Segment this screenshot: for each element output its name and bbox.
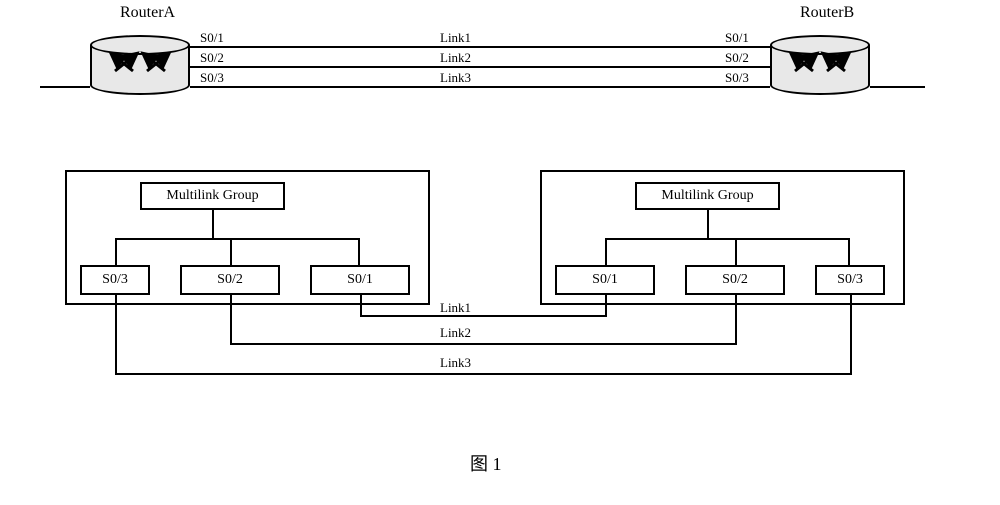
toplink-2: Link3 bbox=[440, 70, 471, 86]
routerB-port-2: S0/3 bbox=[725, 70, 749, 86]
toplink-0: Link1 bbox=[440, 30, 471, 46]
bottomlink-0: Link1 bbox=[440, 300, 471, 316]
groupA-title: Multilink Group bbox=[166, 188, 258, 204]
link2-v-right bbox=[735, 295, 737, 343]
link2-h bbox=[230, 343, 737, 345]
link1-v-right bbox=[605, 295, 607, 315]
groupA-port-2: S0/1 bbox=[347, 272, 373, 288]
groupB-tree-h bbox=[605, 238, 850, 240]
router-arrows-icon bbox=[105, 43, 175, 83]
link3-v-left bbox=[115, 295, 117, 373]
groupB-tree-v2 bbox=[735, 238, 737, 265]
link1-v-left bbox=[360, 295, 362, 315]
groupA-port-0: S0/3 bbox=[102, 272, 128, 288]
groupB-port-0-box: S0/1 bbox=[555, 265, 655, 295]
groupA-port-1: S0/2 bbox=[217, 272, 243, 288]
link3-v-right bbox=[850, 295, 852, 373]
toplink-1: Link2 bbox=[440, 50, 471, 66]
groupA-tree-v3 bbox=[358, 238, 360, 265]
right-ext-line bbox=[870, 86, 925, 88]
routerB-port-0: S0/1 bbox=[725, 30, 749, 46]
groupB-port-2-box: S0/3 bbox=[815, 265, 885, 295]
routerA-port-0: S0/1 bbox=[200, 30, 224, 46]
router-b bbox=[770, 35, 870, 95]
bottomlink-1: Link2 bbox=[440, 325, 471, 341]
link1-h bbox=[360, 315, 607, 317]
groupB-tree-root bbox=[707, 210, 709, 238]
router-a-title: RouterA bbox=[120, 4, 175, 22]
link3-h bbox=[115, 373, 852, 375]
routerA-port-2: S0/3 bbox=[200, 70, 224, 86]
link2-v-left bbox=[230, 295, 232, 343]
groupA-tree-h bbox=[115, 238, 360, 240]
routerB-port-1: S0/2 bbox=[725, 50, 749, 66]
groupA-tree-v1 bbox=[115, 238, 117, 265]
groupB-port-1: S0/2 bbox=[722, 272, 748, 288]
groupB-port-2: S0/3 bbox=[837, 272, 863, 288]
groupB-title: Multilink Group bbox=[661, 188, 753, 204]
groupA-title-box: Multilink Group bbox=[140, 182, 285, 210]
link1-line bbox=[190, 46, 770, 48]
groupB-port-0: S0/1 bbox=[592, 272, 618, 288]
groupB-tree-v1 bbox=[605, 238, 607, 265]
groupA-port-2-box: S0/1 bbox=[310, 265, 410, 295]
groupA-tree-root bbox=[212, 210, 214, 238]
router-arrows-icon bbox=[785, 43, 855, 83]
left-ext-line bbox=[40, 86, 90, 88]
figure-caption: 图 1 bbox=[470, 450, 502, 476]
groupA-tree-v2 bbox=[230, 238, 232, 265]
link2-line bbox=[190, 66, 770, 68]
groupA-port-0-box: S0/3 bbox=[80, 265, 150, 295]
routerA-port-1: S0/2 bbox=[200, 50, 224, 66]
groupB-tree-v3 bbox=[848, 238, 850, 265]
link3-line bbox=[190, 86, 770, 88]
bottomlink-2: Link3 bbox=[440, 355, 471, 371]
groupB-title-box: Multilink Group bbox=[635, 182, 780, 210]
router-b-title: RouterB bbox=[800, 4, 854, 22]
groupB-port-1-box: S0/2 bbox=[685, 265, 785, 295]
groupA-port-1-box: S0/2 bbox=[180, 265, 280, 295]
router-a bbox=[90, 35, 190, 95]
